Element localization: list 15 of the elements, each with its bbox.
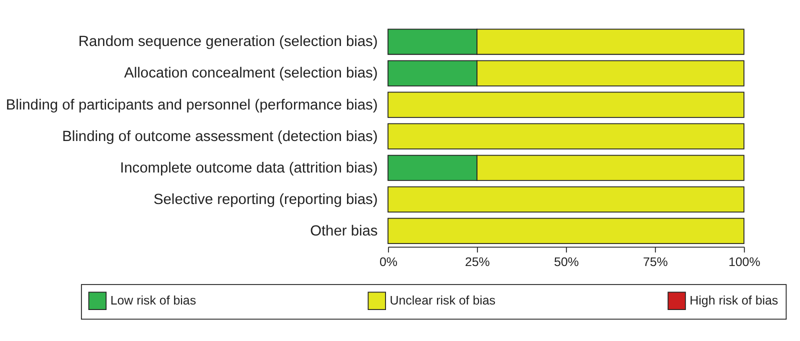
x-tick-label: 25% [464, 254, 490, 269]
y-tick-label: Other bias [310, 223, 378, 240]
y-tick-label: Incomplete outcome data (attrition bias) [120, 160, 378, 176]
legend-label: Unclear risk of bias [390, 293, 496, 308]
y-tick-label: Allocation concealment (selection bias) [124, 66, 378, 82]
x-tick-label: 50% [554, 254, 579, 269]
x-tick-label: 75% [642, 254, 668, 269]
y-tick-label: Blinding of outcome assessment (detection bias) [62, 128, 378, 145]
legend-label: Low risk of bias [110, 293, 196, 308]
y-tick-label: Random sequence generation (selection bias) [78, 34, 378, 50]
y-tick-label: Blinding of participants and personnel (performance bias) [6, 97, 378, 114]
x-tick-label: 100% [728, 254, 760, 269]
legend-label: High risk of bias [690, 293, 778, 308]
x-tick-label: 0% [379, 254, 398, 269]
y-tick-label: Selective reporting (reporting bias) [153, 192, 378, 208]
